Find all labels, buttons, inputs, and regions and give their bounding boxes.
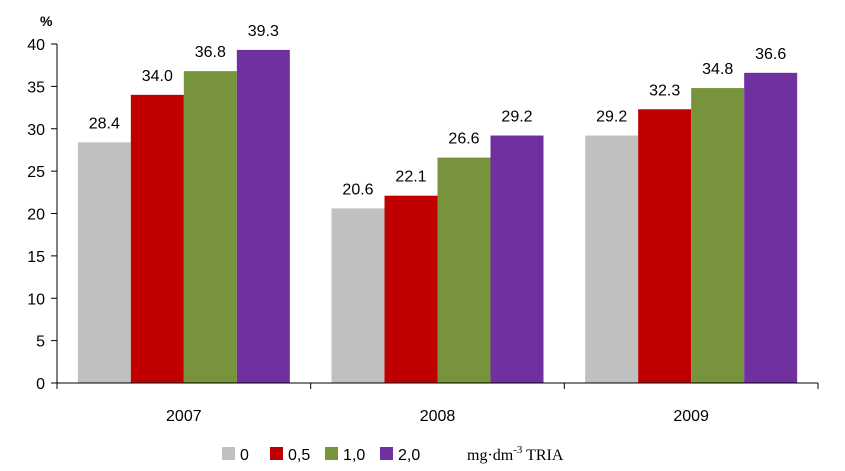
- y-tick-label: 30: [27, 122, 45, 139]
- legend-unit-suffix: TRIA: [522, 447, 563, 464]
- data-label: 34.8: [702, 61, 733, 78]
- bar: [437, 157, 491, 383]
- data-label: 32.3: [649, 82, 680, 99]
- bar: [77, 142, 131, 383]
- x-tick-label: 2008: [420, 408, 456, 425]
- data-label: 39.3: [248, 23, 279, 40]
- data-label: 36.6: [755, 46, 786, 63]
- y-tick-label: 15: [27, 249, 45, 266]
- legend-label: 0: [240, 447, 249, 464]
- bars-group: 28.4 20.6 29.2 34.0 22.1 32.3 36.8 26.6 34.8 39.3…: [77, 23, 798, 384]
- legend-label: 0,5: [288, 447, 310, 464]
- legend-swatch: [325, 447, 338, 460]
- x-axis: 2007 2008 2009: [56, 382, 819, 425]
- data-label: 20.6: [342, 181, 373, 198]
- legend-unit-label: mg·dm-3 TRIA: [467, 444, 564, 464]
- legend-unit-superscript: -3: [513, 444, 523, 456]
- bar: [638, 109, 692, 383]
- bar: [384, 195, 438, 383]
- legend-swatch: [222, 447, 235, 460]
- bar: [183, 71, 237, 384]
- data-label: 28.4: [89, 115, 120, 132]
- data-label: 36.8: [195, 44, 226, 61]
- bar: [585, 135, 639, 383]
- y-axis: 0 5 10 15 20 25 30 35 40: [27, 37, 58, 393]
- x-tick-label: 2007: [166, 408, 202, 425]
- data-label: 22.1: [395, 169, 426, 186]
- data-label: 26.6: [448, 131, 479, 148]
- legend-swatch: [380, 447, 393, 460]
- data-label: 29.2: [596, 109, 627, 126]
- bar: [691, 88, 745, 383]
- legend-unit-base: mg·dm: [467, 447, 514, 464]
- legend-label: 1,0: [343, 447, 365, 464]
- y-axis-unit-label: %: [40, 13, 53, 29]
- bar: [236, 49, 290, 384]
- data-label: 34.0: [142, 68, 173, 85]
- bar: [490, 135, 544, 383]
- bar: [130, 94, 184, 383]
- data-label: 29.2: [501, 109, 532, 126]
- legend-swatch: [270, 447, 283, 460]
- y-tick-label: 20: [27, 207, 45, 224]
- y-tick-label: 40: [27, 37, 45, 54]
- legend: 0 0,5 1,0 2,0 mg·dm-3 TRIA: [222, 444, 564, 464]
- y-tick-label: 35: [27, 79, 45, 96]
- x-tick-label: 2009: [673, 408, 709, 425]
- y-tick-label: 5: [36, 334, 45, 351]
- y-tick-label: 0: [36, 376, 45, 393]
- bar: [744, 72, 798, 383]
- legend-label: 2,0: [398, 447, 420, 464]
- y-tick-label: 25: [27, 164, 45, 181]
- bar: [331, 208, 385, 383]
- y-tick-label: 10: [27, 291, 45, 308]
